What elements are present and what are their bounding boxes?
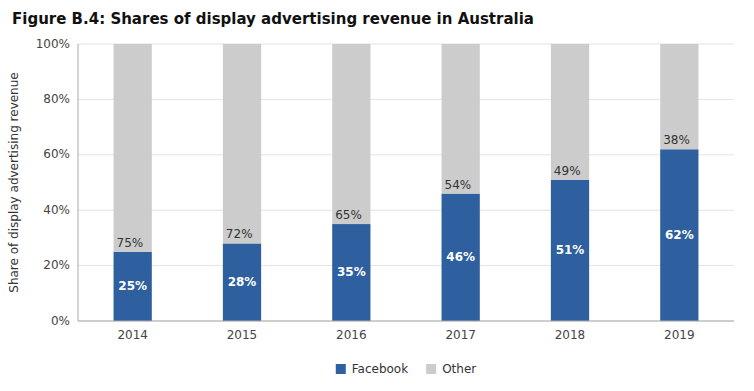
x-tick-label: 2016 [336, 328, 367, 342]
y-tick-label: 40% [43, 203, 70, 217]
data-label: 65% [335, 208, 362, 222]
x-tick-label: 2018 [555, 328, 586, 342]
bar-segment [332, 224, 370, 321]
x-tick-label: 2014 [117, 328, 148, 342]
chart: Figure B.4: Shares of display advertisin… [0, 0, 754, 391]
bar-segment [442, 194, 480, 321]
bars [114, 44, 699, 321]
bar-segment [660, 149, 698, 321]
data-label: 51% [556, 243, 585, 257]
grid-line [78, 44, 734, 45]
data-label: 72% [226, 227, 253, 241]
data-label: 46% [446, 250, 475, 264]
data-label: 54% [445, 178, 472, 192]
x-axis-line [78, 321, 734, 322]
legend-label: Other [442, 362, 476, 376]
legend-label: Facebook [352, 362, 408, 376]
y-axis-line [78, 44, 79, 321]
data-labels: 25% 28% 35% 46% 51% 62% 75% 72% 65% 54% 49% 38% [117, 133, 694, 293]
data-label: 62% [665, 228, 694, 242]
bar-segment [551, 180, 589, 321]
x-tick-label: 2017 [445, 328, 476, 342]
data-label: 35% [337, 265, 366, 279]
data-label: 38% [663, 133, 690, 147]
y-tick-label: 80% [43, 92, 70, 106]
bar-segment [223, 243, 261, 321]
legend-swatch [336, 364, 346, 374]
y-tick-label: 60% [43, 147, 70, 161]
data-label: 49% [554, 164, 581, 178]
grid [78, 44, 734, 321]
y-axis-label: Share of display advertising revenue [7, 72, 21, 292]
data-label: 75% [117, 236, 144, 250]
title: Figure B.4: Shares of display advertisin… [12, 10, 534, 28]
grid-line [78, 154, 734, 155]
bar-segment [442, 44, 480, 194]
x-tick-label: 2015 [227, 328, 258, 342]
y-tick-label: 0% [51, 314, 70, 328]
bar-segment [223, 44, 261, 243]
grid-line [78, 265, 734, 266]
bar-segment [551, 44, 589, 180]
bar-segment [114, 252, 152, 321]
bar-segment [332, 44, 370, 224]
legend-swatch [426, 364, 436, 374]
y-tick-label: 100% [36, 37, 70, 51]
legend: Facebook Other [336, 362, 477, 376]
grid-line [78, 321, 734, 322]
bar-segment [114, 44, 152, 252]
y-tick-label: 20% [43, 258, 70, 272]
x-tick-label: 2019 [664, 328, 695, 342]
data-label: 25% [118, 279, 147, 293]
bar-segment [660, 44, 698, 149]
grid-line [78, 210, 734, 211]
grid-line [78, 99, 734, 100]
data-label: 28% [228, 275, 257, 289]
